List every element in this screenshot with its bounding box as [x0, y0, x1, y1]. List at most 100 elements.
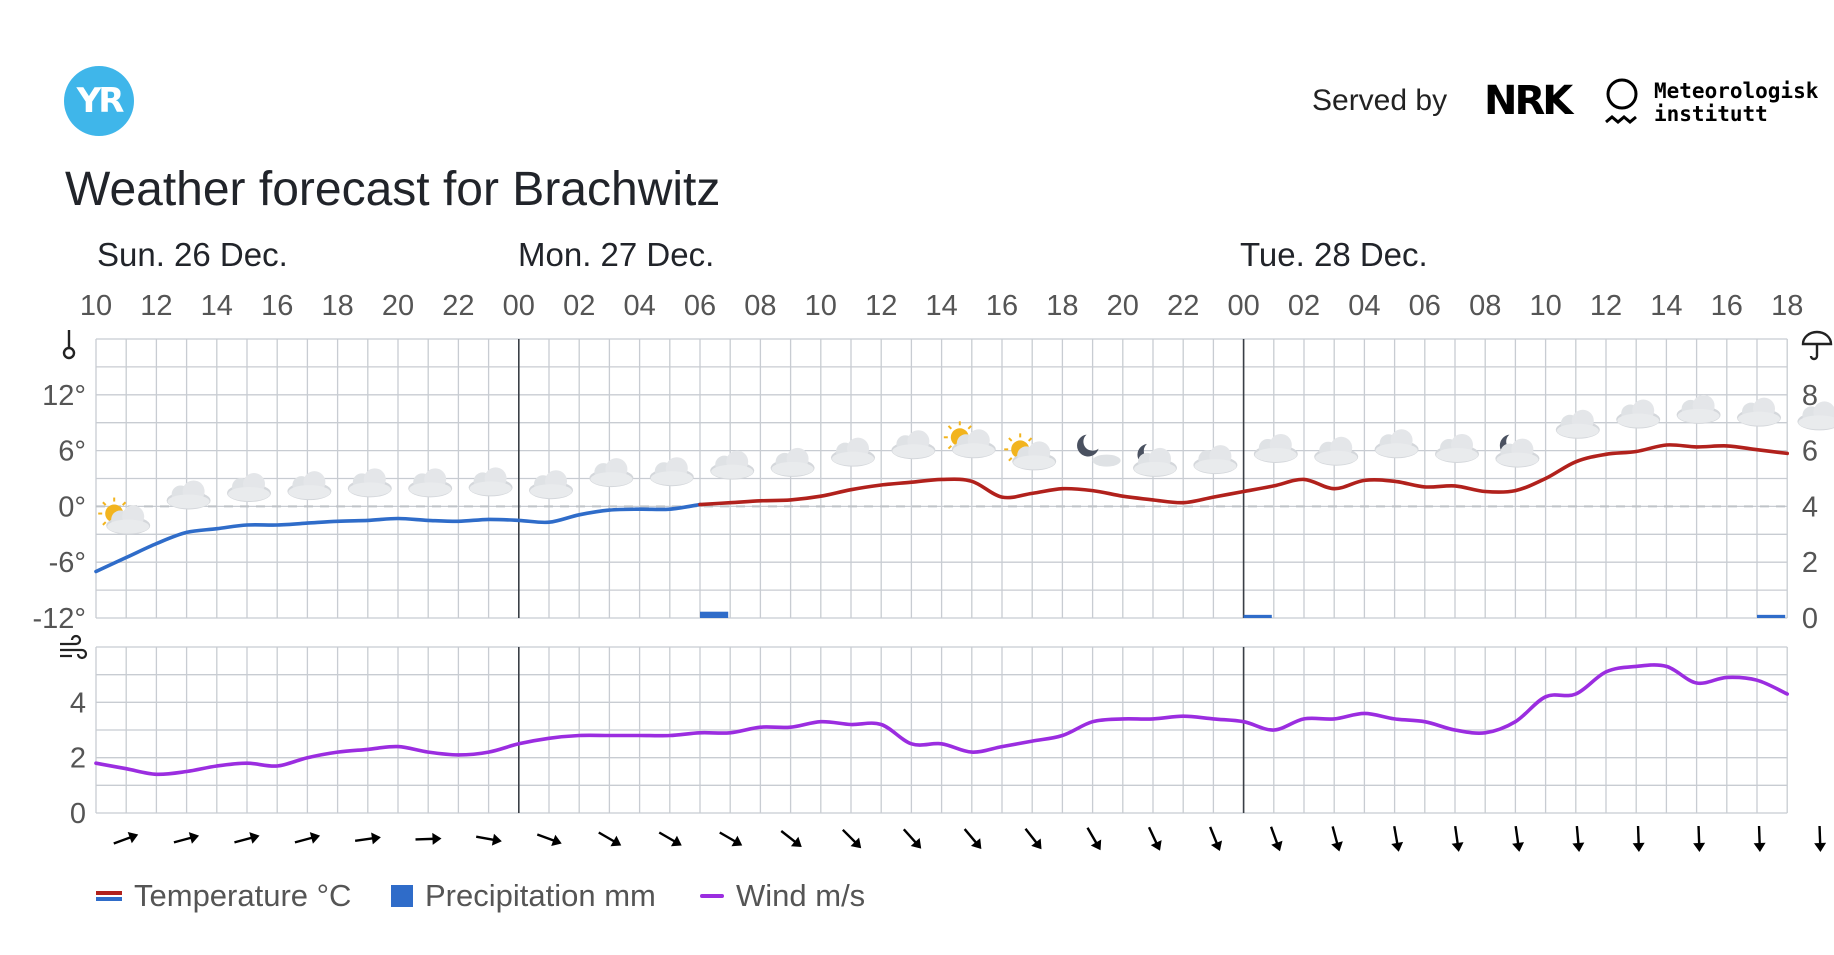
hour-tick-label: 16	[1711, 290, 1743, 322]
hour-tick-label: 14	[925, 290, 957, 322]
hour-tick-label: 10	[80, 290, 112, 322]
wind-arrow-icon	[1632, 825, 1645, 852]
hour-tick-label: 14	[201, 290, 233, 322]
wind-arrow-icon	[536, 833, 562, 847]
page-title: Weather forecast for Brachwitz	[65, 163, 721, 216]
hour-tick-label: 22	[1167, 290, 1199, 322]
hour-tick-label: 04	[623, 290, 655, 322]
hour-tick-label: 20	[382, 290, 414, 322]
hour-tick-label: 10	[805, 290, 837, 322]
precipitation-swatch	[391, 885, 413, 907]
legend-wind: Wind m/s	[700, 878, 865, 914]
clear-night-icon	[1077, 434, 1121, 467]
cloudy-icon	[891, 430, 936, 460]
met-logo-text[interactable]: Meteorologisk institutt	[1654, 80, 1818, 126]
precipitation-bar	[700, 611, 729, 618]
precip-tick-label: 2	[1802, 547, 1818, 579]
partly-cloudy-night-icon	[1133, 443, 1177, 477]
cloudy-icon	[1435, 433, 1479, 463]
temp-tick-label: 0°	[58, 491, 86, 523]
day-label-sun: Sun. 26 Dec.	[97, 236, 288, 273]
wind-arrow-icon	[1147, 826, 1162, 851]
wind-tick-label: 2	[70, 743, 86, 775]
wind-arrow-icon	[963, 828, 982, 849]
legend-temperature-label: Temperature °C	[134, 878, 352, 913]
hour-tick-label: 00	[503, 290, 535, 322]
cloudy-icon	[1797, 401, 1834, 431]
wind-arrow-icon	[234, 832, 260, 844]
cloudy-icon	[1676, 394, 1721, 424]
wind-arrow-icon	[415, 832, 442, 845]
legend-temperature: Temperature °C	[96, 878, 351, 914]
wind-arrow-icon	[1753, 825, 1766, 852]
cloudy-icon	[1193, 445, 1238, 475]
legend-precipitation-label: Precipitation mm	[425, 878, 656, 913]
hour-tick-label: 12	[865, 290, 897, 322]
wind-arrow-icon	[475, 833, 502, 846]
hour-tick-label: 12	[140, 290, 172, 322]
met-line1: Meteorologisk	[1654, 79, 1819, 103]
hour-tick-label: 22	[442, 290, 474, 322]
wind-arrow-icon	[1814, 825, 1827, 852]
cloudy-icon	[1616, 399, 1661, 429]
precip-tick-label: 8	[1802, 380, 1818, 412]
partly-cloudy-day-icon	[98, 497, 151, 535]
legend-wind-label: Wind m/s	[736, 878, 866, 913]
precipitation-bar	[1243, 614, 1272, 618]
hour-tick-label: 18	[1771, 290, 1803, 322]
hour-tick-label: 00	[1227, 290, 1259, 322]
day-label-tue: Tue. 28 Dec.	[1240, 236, 1428, 273]
cloudy-icon	[770, 447, 815, 477]
wind-icon	[60, 634, 88, 660]
wind-arrow-icon	[1331, 826, 1343, 852]
hour-tick-label: 02	[563, 290, 595, 322]
wind-arrow-icon	[354, 832, 381, 845]
nrk-logo[interactable]: NRK	[1484, 78, 1573, 124]
partly-cloudy-day-icon	[1004, 433, 1057, 471]
wind-arrow-icon	[1572, 825, 1585, 852]
wind-arrow-icon	[1512, 825, 1524, 852]
temperature-line-cold	[94, 502, 702, 574]
wind-arrow-icon	[902, 828, 922, 849]
wind-arrow-icon	[113, 831, 139, 845]
cloudy-icon	[1555, 409, 1600, 439]
day-label-mon: Mon. 27 Dec.	[518, 236, 715, 273]
hour-tick-label: 02	[1288, 290, 1320, 322]
wind-arrow-icon	[1391, 825, 1404, 852]
yr-logo[interactable]: YR	[64, 66, 134, 136]
wind-arrow-icon	[658, 831, 682, 847]
hour-tick-label: 10	[1529, 290, 1561, 322]
partly-cloudy-day-icon	[943, 421, 996, 459]
cloudy-icon	[347, 468, 392, 498]
hour-tick-label: 08	[1469, 290, 1501, 322]
precip-tick-label: 4	[1802, 491, 1818, 523]
met-line2: institutt	[1654, 102, 1768, 126]
hour-tick-label: 18	[1046, 290, 1078, 322]
wind-arrow-icon	[1451, 825, 1464, 852]
cloudy-icon	[468, 467, 513, 497]
cloudy-icon	[227, 473, 271, 502]
cloudy-icon	[1374, 429, 1419, 459]
precipitation-bar	[1757, 614, 1786, 618]
hour-tick-label: 20	[1107, 290, 1139, 322]
temperature-line-warm	[698, 443, 1789, 507]
cloudy-icon	[649, 457, 694, 487]
cloudy-icon	[710, 450, 755, 480]
cloudy-icon	[589, 458, 634, 488]
hour-tick-label: 12	[1590, 290, 1622, 322]
wind-arrow-icon	[173, 832, 200, 844]
temp-tick-label: -12°	[32, 603, 86, 635]
cloudy-icon	[1253, 433, 1298, 463]
wind-arrow-icon	[294, 832, 321, 844]
precip-tick-label: 0	[1802, 603, 1818, 635]
hour-tick-label: 16	[261, 290, 293, 322]
precip-tick-label: 6	[1802, 436, 1818, 468]
wind-line	[94, 663, 1789, 777]
hour-tick-label: 08	[744, 290, 776, 322]
partly-cloudy-night-icon	[1495, 434, 1540, 468]
hour-tick-label: 18	[321, 290, 353, 322]
met-logo-icon	[1605, 78, 1638, 124]
cloudy-icon	[1314, 436, 1359, 466]
wind-arrow-icon	[1024, 828, 1042, 850]
cloudy-icon	[1737, 397, 1781, 427]
